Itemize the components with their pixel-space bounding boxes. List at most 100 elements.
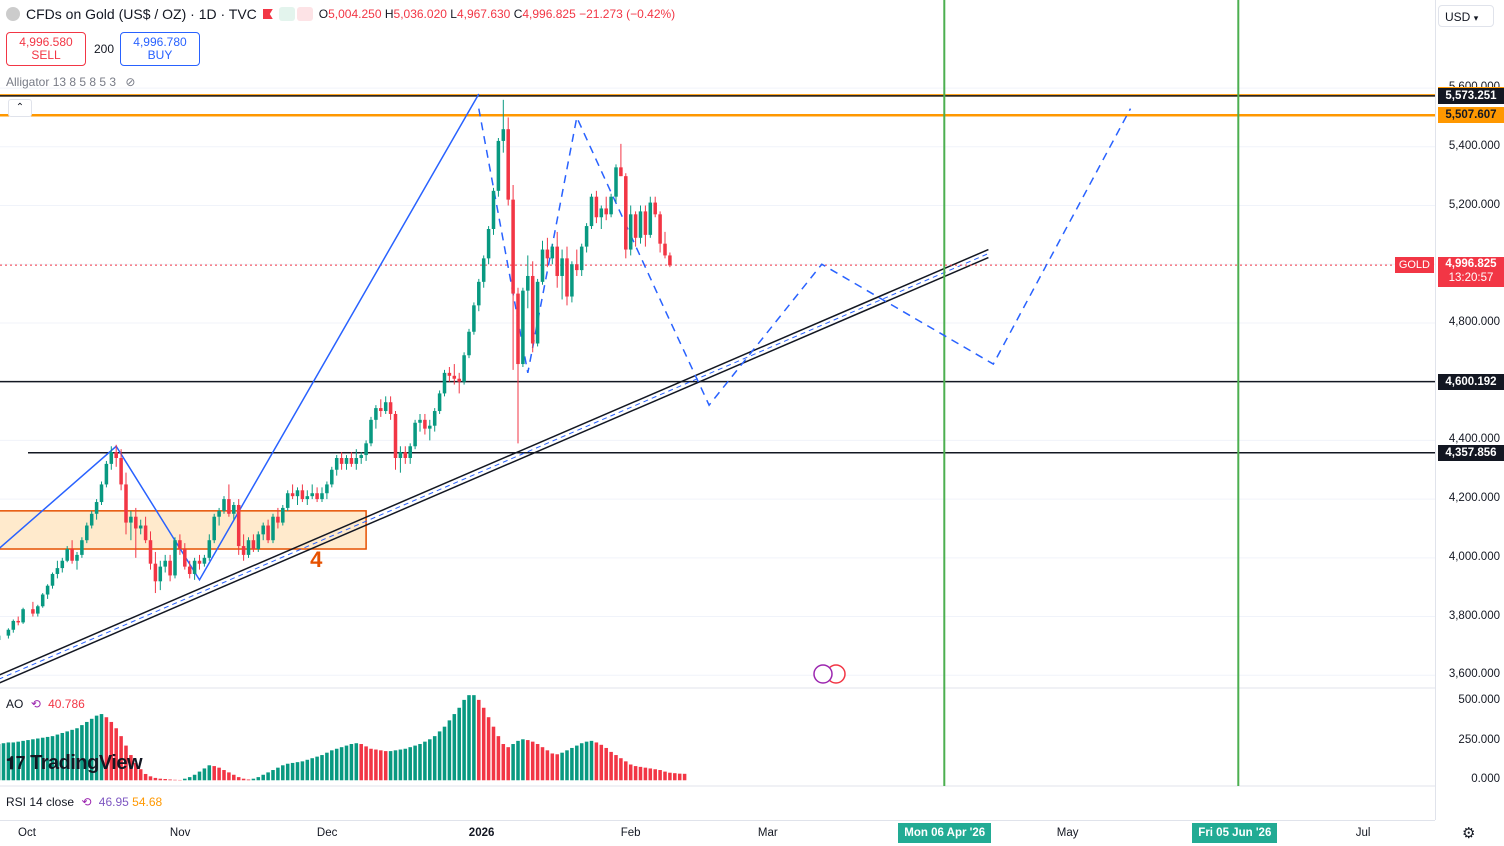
- candle-body: [163, 561, 167, 567]
- candle-body: [359, 455, 363, 458]
- candle: [203, 555, 207, 567]
- candle: [482, 255, 486, 287]
- ao-bar: [340, 747, 344, 780]
- collapse-legend-button[interactable]: ⌃: [8, 99, 32, 117]
- level-price-label: 4,600.192: [1438, 374, 1504, 390]
- rsi-legend[interactable]: RSI 14 close ⟲ 46.95 54.68: [6, 795, 162, 809]
- candle: [75, 552, 79, 570]
- ao-bar: [629, 765, 633, 781]
- symbol-title[interactable]: CFDs on Gold (US$ / OZ) · 1D · TVC: [26, 6, 257, 22]
- candle-body: [281, 508, 285, 523]
- flag-icon[interactable]: [263, 9, 273, 19]
- candle-body: [565, 258, 569, 296]
- ao-bar: [413, 746, 417, 781]
- ao-bar: [286, 764, 290, 781]
- price-tick: 4,400.000: [1449, 433, 1500, 445]
- ao-legend[interactable]: AO ⟲ 40.786: [6, 697, 85, 711]
- candle-body: [531, 276, 535, 344]
- ao-bar: [291, 763, 295, 780]
- candle: [663, 232, 667, 258]
- candle-body: [614, 167, 618, 196]
- candle: [521, 288, 525, 367]
- alligator-legend[interactable]: Alligator 13 8 5 8 5 3 ⊘: [6, 75, 135, 89]
- candle-body: [46, 586, 50, 595]
- ao-bar: [653, 769, 657, 780]
- time-tick: Oct: [18, 827, 36, 839]
- candle: [12, 619, 16, 632]
- loop-icon[interactable]: ⟲: [31, 697, 41, 711]
- ao-bar: [438, 731, 442, 780]
- ao-bar: [399, 750, 403, 781]
- candle: [51, 573, 55, 589]
- candle: [56, 561, 60, 579]
- ao-bar: [408, 747, 412, 780]
- candle-body: [266, 526, 270, 541]
- candle: [408, 443, 412, 464]
- candle: [502, 100, 506, 153]
- level-price-label: 5,507.607: [1438, 107, 1504, 123]
- ao-bar: [301, 761, 305, 780]
- settings-gear-icon[interactable]: ⚙: [1462, 824, 1475, 842]
- candle: [345, 455, 349, 470]
- spread-value: 200: [94, 42, 114, 56]
- candle: [433, 408, 437, 431]
- candle-body: [134, 517, 138, 529]
- candle: [41, 593, 45, 608]
- ao-bar: [257, 777, 261, 780]
- candle-body: [198, 561, 202, 564]
- candle-body: [203, 558, 207, 564]
- price-tick: 4,800.000: [1449, 316, 1500, 328]
- ao-bar: [546, 750, 550, 780]
- ao-bar: [281, 765, 285, 780]
- candle-body: [653, 203, 657, 215]
- candle-body: [438, 393, 442, 411]
- candle: [423, 414, 427, 435]
- candle-body: [604, 208, 608, 214]
- data-status-icon[interactable]: [279, 7, 313, 21]
- ao-bar: [222, 770, 226, 780]
- ao-bar: [448, 720, 452, 780]
- currency-select[interactable]: USD ▾: [1438, 5, 1494, 27]
- candle: [653, 197, 657, 218]
- candle-body: [364, 443, 368, 455]
- candle-body: [472, 305, 476, 331]
- candle: [394, 411, 398, 470]
- candle-body: [173, 540, 177, 575]
- ao-bar: [560, 753, 564, 781]
- candle-body: [310, 493, 314, 496]
- ao-bar: [472, 695, 476, 780]
- ao-bar: [565, 750, 569, 780]
- loop-icon[interactable]: ⟲: [81, 795, 91, 809]
- candle-body: [658, 214, 662, 243]
- candle: [271, 514, 275, 543]
- candle-body: [624, 176, 628, 249]
- candle: [257, 531, 261, 552]
- ao-bar: [521, 739, 525, 780]
- ao-bar: [227, 772, 231, 780]
- candle: [296, 487, 300, 505]
- candle-body: [100, 484, 104, 502]
- candle: [526, 255, 530, 308]
- time-tick: 2026: [469, 827, 495, 839]
- candle-body: [301, 490, 305, 499]
- candle: [374, 405, 378, 428]
- candle-body: [448, 373, 452, 376]
- candle-body: [590, 197, 594, 226]
- candle: [506, 117, 510, 205]
- candle: [443, 370, 447, 396]
- candle-body: [413, 423, 417, 446]
- candle: [413, 420, 417, 449]
- eye-hidden-icon[interactable]: ⊘: [125, 75, 135, 89]
- candle-body: [595, 197, 599, 218]
- candle: [340, 452, 344, 470]
- candle-body: [609, 197, 613, 215]
- ao-bar: [639, 767, 643, 780]
- ao-bar: [394, 750, 398, 780]
- candle: [448, 367, 452, 382]
- candle-body: [644, 211, 648, 234]
- price-tick: 5,400.000: [1449, 140, 1500, 152]
